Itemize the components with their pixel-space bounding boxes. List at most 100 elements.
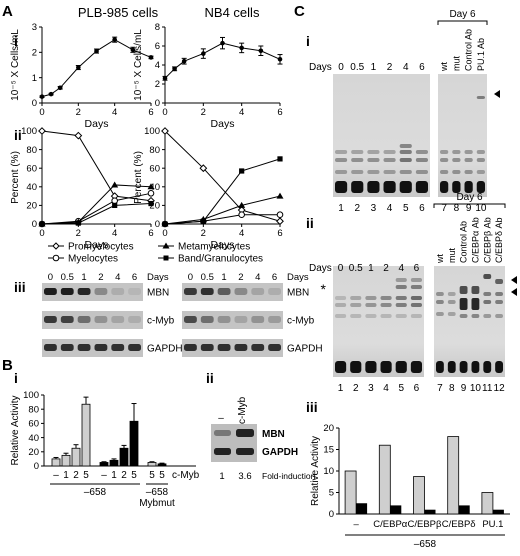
y-axis-label: Relative Activity [10, 395, 21, 465]
blot-day-label: 2 [238, 272, 243, 283]
shift-band [476, 170, 485, 174]
blot-row-label: GAPDH [147, 344, 183, 355]
shift-band [415, 158, 428, 162]
blot-strip [42, 311, 143, 329]
data-point [130, 47, 136, 53]
lane-number: 8 [454, 203, 460, 214]
blot-row-label: MBN [287, 288, 309, 299]
blot-band [77, 288, 91, 295]
x-axis-label: Days [85, 118, 109, 130]
bar [344, 470, 357, 515]
blot-band [128, 288, 141, 295]
free-probe-band [464, 181, 473, 193]
y-tick-label: 15 [323, 445, 334, 456]
shift-band [471, 298, 480, 310]
bar [71, 447, 81, 467]
panel-label-B: B [2, 357, 13, 374]
data-point [112, 37, 117, 42]
blot-day-label: 6 [132, 272, 137, 283]
lane-number: 1 [338, 203, 344, 214]
data-point [172, 66, 177, 72]
y-tick-label: 0 [34, 461, 39, 472]
panel-label-A-iii: iii [14, 279, 26, 295]
free-probe-band [483, 361, 492, 373]
legend-label-promyelocytes: Promyelocytes [68, 242, 134, 253]
shift-band [395, 285, 407, 289]
blot-strip [42, 339, 143, 357]
lane-number: 2 [354, 203, 360, 214]
lane-number: 10 [470, 383, 482, 394]
lane-header: mut [451, 55, 461, 71]
blot-strip [182, 311, 283, 329]
free-probe-band [351, 181, 364, 193]
data-point [147, 183, 155, 190]
shift-band [495, 292, 503, 296]
fold-value: 3.6 [238, 471, 251, 482]
gel-right [434, 266, 505, 377]
blot-band [44, 288, 57, 295]
free-probe-band [350, 361, 362, 373]
x-tick-label: 4 [239, 107, 244, 118]
blot-day-label: 1 [221, 272, 226, 283]
blot-day-label: 1 [81, 272, 86, 283]
data-point [162, 221, 168, 227]
data-point [112, 202, 118, 208]
free-probe-band [380, 361, 392, 373]
blot-days-title: Days [287, 272, 309, 283]
blot-band [77, 316, 91, 323]
bar [481, 492, 494, 515]
x-tick-label: 1 [111, 470, 117, 481]
free-probe-band [459, 361, 468, 373]
shift-band [440, 158, 449, 162]
data-point [148, 200, 154, 207]
blot-band [234, 288, 248, 295]
blot-band [234, 344, 248, 351]
lane-header: PU.1 Ab [476, 38, 486, 71]
legend-item-metamyelocytes: Metamyelocytes [158, 242, 250, 253]
day-label: 1 [371, 62, 377, 73]
bar [390, 505, 402, 514]
lane-number: 9 [461, 383, 467, 394]
data-point [239, 168, 245, 174]
day6-label: Day 6 [449, 9, 476, 20]
bar [147, 462, 157, 467]
shift-band [483, 274, 492, 279]
y-tick-label: 20 [26, 201, 37, 212]
group-label: –658 [84, 487, 107, 498]
bar [119, 447, 129, 467]
blot-band [200, 316, 214, 323]
free-probe-band [415, 181, 428, 193]
day-label: 0.5 [349, 263, 363, 274]
lane-header: Control Ab [459, 221, 469, 263]
y-tick-label: 8 [155, 22, 160, 33]
star-marker: * [321, 281, 327, 297]
y-tick-label: 2 [32, 48, 37, 59]
group-label: –658 [146, 487, 169, 498]
shift-band [380, 296, 392, 300]
gel-left [333, 74, 430, 197]
data-point [111, 181, 119, 188]
x-tick-label: 6 [148, 107, 153, 118]
blot-band [44, 316, 57, 323]
shift-band [410, 285, 422, 289]
blot-band [94, 316, 108, 323]
shift-band [399, 170, 412, 174]
bar [492, 509, 504, 514]
day-label: 6 [419, 62, 425, 73]
blot-band [128, 316, 141, 323]
lane-header: C/EBPβ Ab [482, 217, 492, 263]
blot-band [111, 288, 125, 295]
y-tick-label: 20 [149, 201, 160, 212]
shift-band [395, 303, 407, 307]
free-probe-band [365, 361, 377, 373]
shift-band [464, 170, 473, 174]
day-label: 0.5 [350, 62, 364, 73]
blot-band [236, 429, 254, 437]
lane-header: wt [435, 254, 445, 264]
blot-day-label: 0 [48, 272, 53, 283]
data-point [276, 192, 284, 199]
y-tick-label: 4 [155, 60, 160, 71]
y-tick-label: 5 [329, 488, 334, 499]
